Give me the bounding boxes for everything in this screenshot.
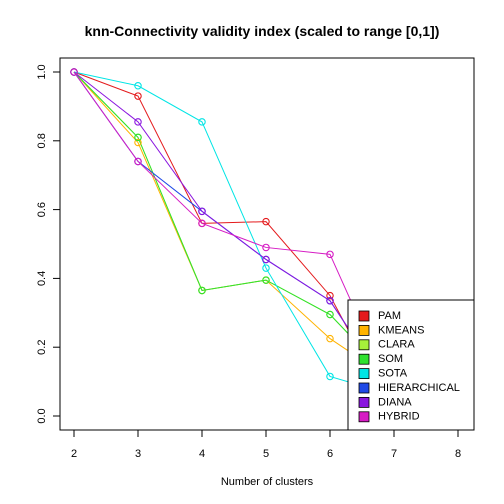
data-point-diana bbox=[262, 255, 270, 264]
x-tick-label: 5 bbox=[263, 448, 269, 460]
legend-swatch-som bbox=[358, 353, 370, 365]
y-tick-label: 0.2 bbox=[36, 340, 48, 355]
legend-swatch-hierarchical bbox=[358, 382, 370, 394]
data-point-hybrid bbox=[198, 219, 206, 228]
x-tick-label: 8 bbox=[455, 448, 461, 460]
y-tick-label: 0.8 bbox=[36, 133, 48, 148]
y-axis: 0.0 0.2 0.4 0.6 0.8 1.0 bbox=[36, 64, 61, 424]
data-point-diana bbox=[134, 118, 142, 126]
data-point-hybrid bbox=[262, 243, 270, 252]
data-point-pam bbox=[262, 217, 270, 226]
data-point-kmeans bbox=[326, 334, 334, 343]
data-point-hybrid bbox=[70, 68, 78, 76]
legend-swatch-pam bbox=[358, 310, 370, 322]
data-point-diana bbox=[326, 297, 334, 305]
data-point-sota bbox=[262, 264, 270, 272]
legend-label-kmeans: KMEANS bbox=[378, 324, 424, 336]
data-point-som bbox=[198, 286, 206, 295]
legend-box bbox=[347, 299, 475, 431]
legend-swatch-clara bbox=[358, 339, 370, 351]
data-point-hybrid bbox=[134, 157, 142, 166]
legend-label-clara: CLARA bbox=[378, 339, 415, 351]
x-tick-label: 4 bbox=[199, 448, 205, 460]
legend-label-hierarchical: HIERARCHICAL bbox=[378, 382, 460, 394]
legend: PAM KMEANS CLARA SOM SOTA HIERARCHICAL DIANA HY… bbox=[347, 299, 475, 431]
legend-label-hybrid: HYBRID bbox=[378, 411, 420, 423]
y-tick-label: 0.0 bbox=[36, 408, 48, 423]
legend-swatch-sota bbox=[358, 368, 370, 380]
data-point-som bbox=[262, 276, 270, 284]
legend-swatch-diana bbox=[358, 396, 370, 408]
data-point-som bbox=[326, 310, 334, 319]
legend-label-diana: DIANA bbox=[378, 396, 412, 408]
legend-swatch-kmeans bbox=[358, 324, 370, 336]
x-axis: 2 3 4 5 6 7 8 bbox=[71, 429, 461, 460]
y-tick-label: 0.6 bbox=[36, 202, 48, 217]
data-point-som bbox=[134, 133, 142, 142]
data-point-hybrid bbox=[326, 250, 334, 259]
data-point-kmeans bbox=[134, 138, 142, 147]
chart-title: knn-Connectivity validity index (scaled … bbox=[85, 23, 440, 39]
x-tick-label: 7 bbox=[391, 448, 397, 460]
x-tick-label: 3 bbox=[135, 448, 141, 460]
legend-label-sota: SOTA bbox=[378, 368, 408, 380]
x-tick-label: 2 bbox=[71, 448, 77, 460]
data-point-sota bbox=[134, 82, 142, 90]
data-point-sota bbox=[326, 372, 334, 381]
x-axis-label: Number of clusters bbox=[221, 476, 314, 488]
data-point-sota bbox=[198, 118, 206, 126]
data-point-diana bbox=[198, 207, 206, 216]
legend-label-pam: PAM bbox=[378, 310, 401, 322]
x-tick-label: 6 bbox=[327, 448, 333, 460]
y-tick-label: 0.4 bbox=[36, 271, 48, 286]
data-point-pam bbox=[134, 92, 142, 100]
legend-label-som: SOM bbox=[378, 353, 403, 365]
legend-swatch-hybrid bbox=[358, 411, 370, 423]
data-point-pam bbox=[326, 291, 334, 300]
y-tick-label: 1.0 bbox=[36, 64, 48, 79]
